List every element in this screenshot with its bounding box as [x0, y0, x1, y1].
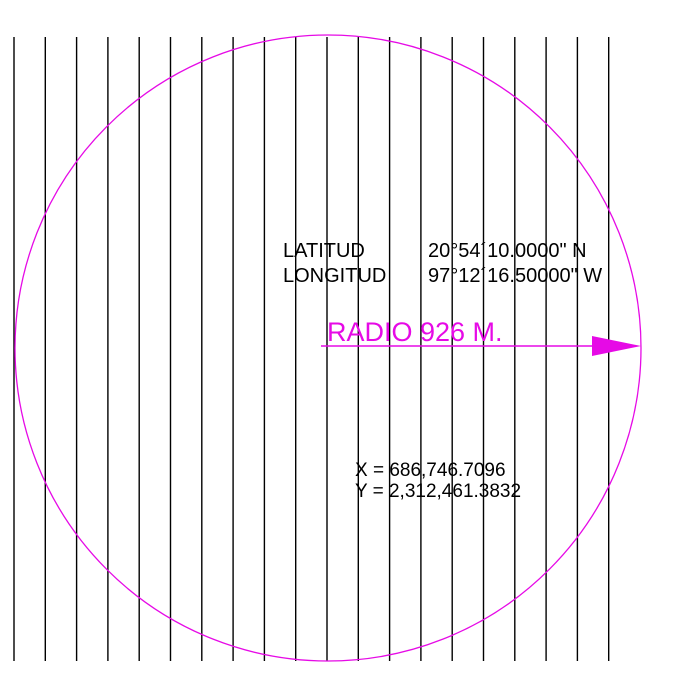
arrowhead-icon — [592, 336, 641, 356]
longitude-value: 97°12´16.50000" W — [428, 265, 602, 287]
utm-coordinates: X = 686,746.7096 Y = 2,312,461.3832 — [355, 460, 521, 502]
latitude-value: 20°54´10.0000" N — [428, 240, 587, 262]
utm-y: Y = 2,312,461.3832 — [355, 481, 521, 502]
hatch-lines — [13, 37, 610, 661]
radius-arrow — [321, 336, 641, 356]
latitude-label: LATITUD — [283, 240, 365, 262]
utm-x: X = 686,746.7096 — [355, 460, 506, 481]
radius-circle — [14, 34, 642, 662]
radius-label: RADIO 926 M. — [327, 317, 503, 347]
geographic-coordinates: LATITUD 20°54´10.0000" N LONGITUD 97°12´… — [283, 240, 602, 287]
longitude-label: LONGITUD — [283, 265, 386, 287]
